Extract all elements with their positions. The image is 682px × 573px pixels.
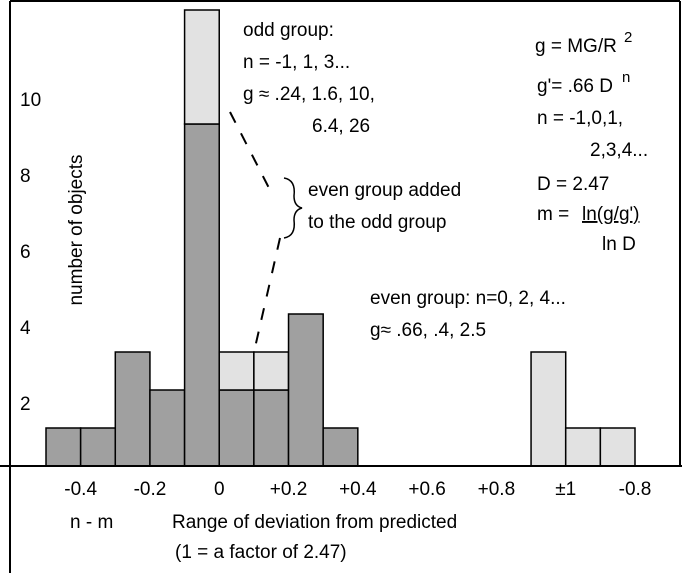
y-tick-label: 6 xyxy=(20,242,31,263)
bar-segment xyxy=(183,123,220,467)
x-tick-label: 0 xyxy=(214,479,225,500)
bar-segment xyxy=(530,351,567,467)
annotation: ln D xyxy=(602,234,636,255)
annotation: g≈ .66, .4, 2.5 xyxy=(370,320,486,341)
annotations: odd group: n = -1, 1, 3... g ≈ .24, 1.6,… xyxy=(243,20,648,341)
x-tick-label: -0.4 xyxy=(64,479,97,500)
annotation: g ≈ .24, 1.6, 10, xyxy=(243,84,375,105)
x-tick-label: -0.2 xyxy=(134,479,167,500)
annotation: g = MG/R xyxy=(535,36,617,57)
bar-segment xyxy=(79,427,117,467)
annotation: to the odd group xyxy=(308,212,446,233)
bar-segment xyxy=(149,389,186,467)
x-tick-label: ±1 xyxy=(555,479,576,500)
x-tick-label: +0.2 xyxy=(270,479,308,500)
bar-segment xyxy=(564,427,602,467)
x-tick-label: +0.6 xyxy=(408,479,446,500)
y-tick-label: 2 xyxy=(20,394,31,415)
bar-segment xyxy=(599,427,636,467)
bar-segment xyxy=(253,351,290,391)
annotation: 6.4, 26 xyxy=(312,116,370,137)
brace xyxy=(283,177,303,239)
bar-segment xyxy=(218,351,255,391)
annotation: n = -1,0,1, xyxy=(537,108,623,129)
annotation: even group: n=0, 2, 4... xyxy=(370,288,566,309)
annotation: D = 2.47 xyxy=(537,174,609,195)
bar-segment xyxy=(114,351,151,467)
bar-segment xyxy=(45,427,82,467)
y-tick-label: 10 xyxy=(20,90,41,111)
annotation-superscript: 2 xyxy=(624,29,632,46)
bar-segment xyxy=(287,313,324,467)
bar-segment xyxy=(253,389,290,467)
y-tick-label: 4 xyxy=(20,318,31,339)
x-tick-label: -0.8 xyxy=(619,479,652,500)
x-axis-label: Range of deviation from predicted xyxy=(172,512,457,533)
annotation: n = -1, 1, 3... xyxy=(243,52,350,73)
pointer-line xyxy=(229,111,281,353)
annotation: ln(g/g') xyxy=(582,204,639,225)
bar-segment xyxy=(322,427,359,467)
annotation: g'= .66 D xyxy=(537,76,613,97)
annotation: 2,3,4... xyxy=(590,140,648,161)
annotation-superscript: n xyxy=(622,69,630,86)
annotation: even group added xyxy=(308,180,461,201)
annotation: m = xyxy=(537,204,569,225)
bar-segment xyxy=(218,389,255,467)
annotation: odd group: xyxy=(243,20,334,41)
x-tick-label: +0.4 xyxy=(339,479,377,500)
x-axis-note: (1 = a factor of 2.47) xyxy=(175,542,347,563)
y-axis-label: number of objects xyxy=(66,154,87,305)
x-tick-label: +0.8 xyxy=(478,479,516,500)
y-tick-label: 8 xyxy=(20,166,31,187)
x-axis-prefix: n - m xyxy=(70,512,113,533)
bar-segment xyxy=(183,9,220,125)
